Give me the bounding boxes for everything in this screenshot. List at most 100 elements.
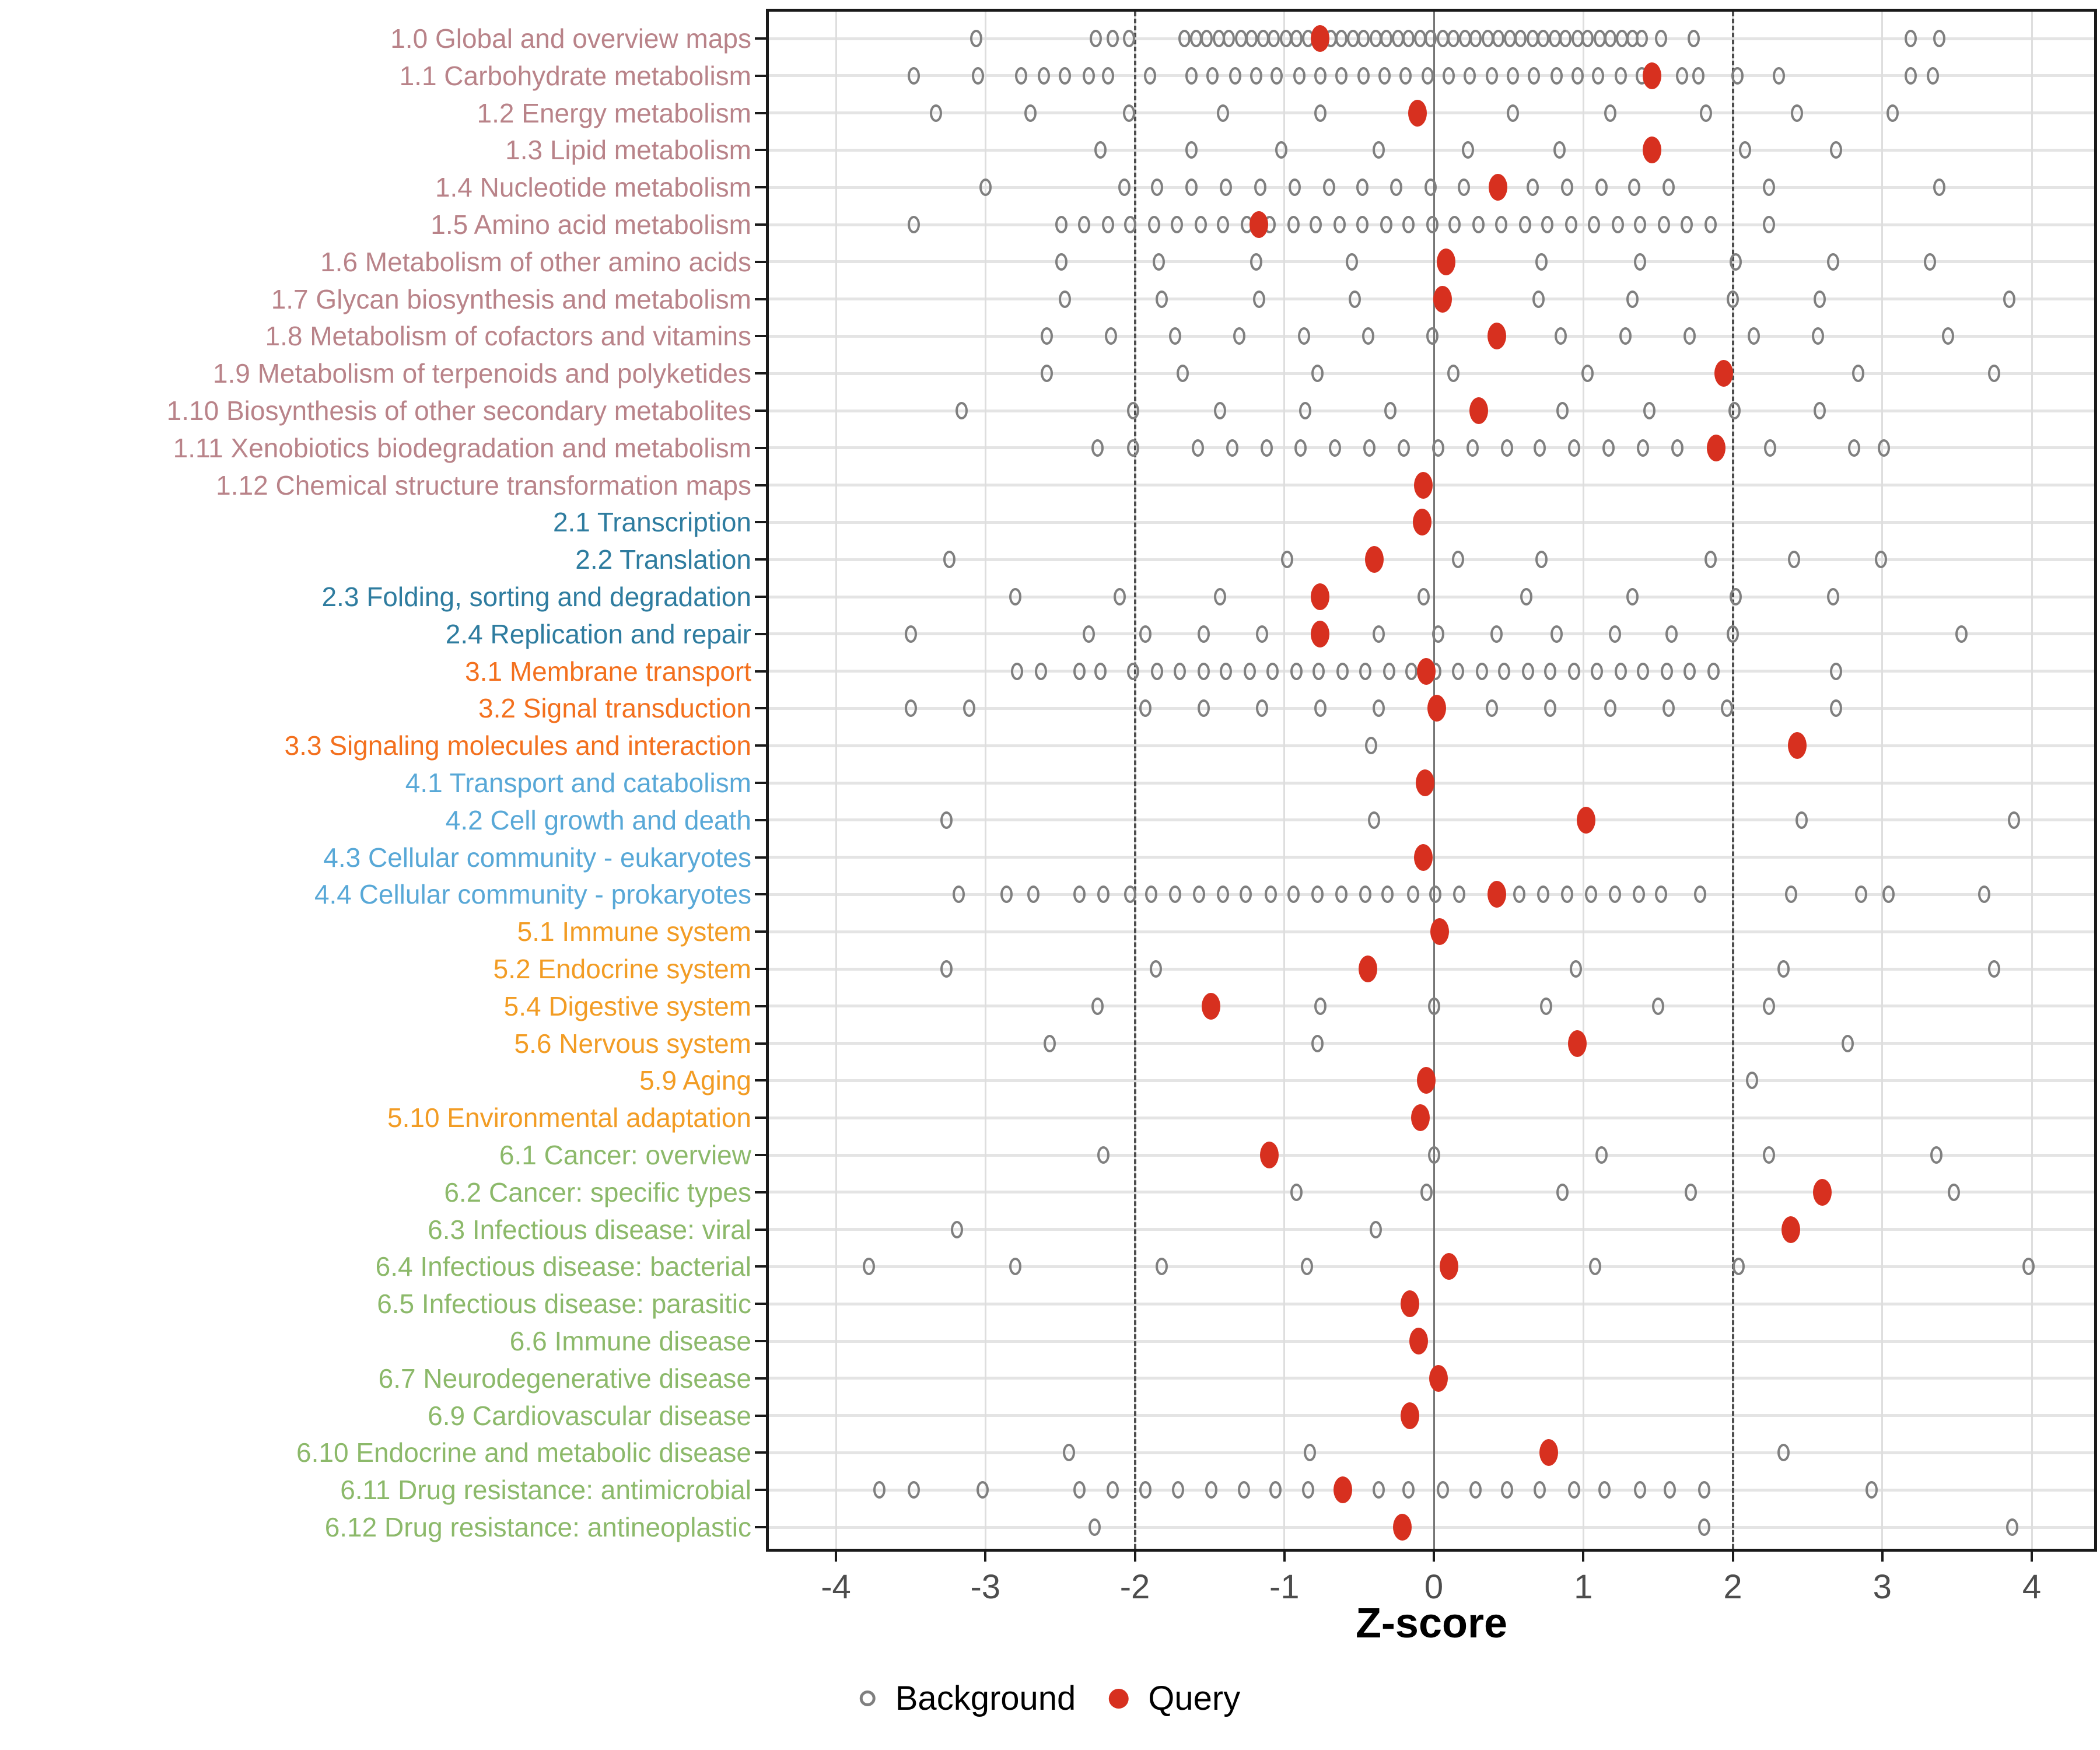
background-point	[1118, 178, 1131, 197]
y-axis-tick	[755, 856, 768, 859]
legend: Background Query	[859, 1679, 1240, 1718]
query-legend-marker-icon	[1108, 1688, 1129, 1709]
y-axis-tick	[755, 558, 768, 561]
background-point	[873, 1481, 886, 1499]
background-point	[1172, 1481, 1185, 1499]
background-point	[1139, 699, 1152, 718]
category-label: 3.1 Membrane transport	[465, 656, 751, 687]
category-label: 1.5 Amino acid metabolism	[430, 209, 751, 240]
background-point	[1266, 662, 1279, 680]
background-point	[1698, 1518, 1711, 1536]
background-point	[1501, 1481, 1514, 1499]
y-axis-tick	[755, 149, 768, 152]
background-point	[1553, 141, 1566, 159]
background-point	[1730, 253, 1742, 271]
background-point	[1514, 30, 1527, 47]
background-point	[1156, 290, 1168, 308]
background-point	[1429, 886, 1442, 904]
background-point	[1427, 997, 1440, 1015]
dashed-reference-line	[1731, 12, 1734, 1549]
background-point	[1406, 886, 1419, 904]
background-point	[1255, 625, 1268, 643]
category-label: 1.6 Metabolism of other amino acids	[320, 246, 751, 277]
background-point	[1185, 178, 1198, 197]
background-point	[1671, 439, 1684, 457]
background-point	[1643, 402, 1656, 419]
background-point	[1143, 66, 1156, 85]
y-axis-tick	[755, 186, 768, 189]
background-point	[1507, 66, 1520, 85]
query-point	[1410, 1104, 1430, 1132]
x-tick-label: 2	[1723, 1568, 1742, 1606]
background-point	[1073, 662, 1086, 680]
background-point	[951, 1220, 964, 1238]
background-point	[1568, 662, 1581, 680]
category-label: 1.8 Metabolism of cofactors and vitamins	[265, 321, 751, 352]
background-point	[1378, 66, 1391, 85]
y-axis-tick	[755, 298, 768, 300]
background-point	[1254, 178, 1267, 197]
background-point	[1536, 886, 1549, 904]
background-point	[1082, 625, 1095, 643]
background-point	[1122, 104, 1135, 122]
y-axis-tick	[755, 1377, 768, 1380]
background-point	[1685, 1183, 1698, 1201]
query-point	[1707, 434, 1726, 461]
background-point	[1226, 439, 1238, 457]
background-point	[1829, 662, 1842, 680]
background-point	[1335, 886, 1348, 904]
category-label: 2.3 Folding, sorting and degradation	[321, 582, 751, 612]
category-label: 4.2 Cell growth and death	[445, 804, 751, 835]
background-point	[1436, 1481, 1449, 1499]
background-point	[1010, 662, 1023, 680]
query-point	[1393, 1514, 1412, 1541]
horizontal-gridline	[769, 148, 2094, 152]
background-point	[1145, 886, 1158, 904]
background-point	[1595, 1146, 1608, 1164]
category-label: 1.4 Nucleotide metabolism	[435, 172, 751, 203]
x-axis-tick	[2031, 1549, 2033, 1562]
category-label: 1.0 Global and overview maps	[390, 23, 751, 54]
y-axis-tick	[755, 930, 768, 933]
background-point	[1795, 811, 1808, 829]
category-label: 6.5 Infectious disease: parasitic	[377, 1289, 751, 1320]
background-point	[1619, 327, 1632, 345]
x-tick-label: 0	[1424, 1568, 1444, 1606]
background-point	[1813, 290, 1826, 308]
background-point	[1544, 699, 1557, 718]
background-point	[1101, 216, 1114, 233]
background-point	[1443, 66, 1455, 85]
background-point	[1402, 216, 1415, 233]
background-point	[1106, 1481, 1119, 1499]
background-point	[1156, 1258, 1168, 1276]
horizontal-gridline	[769, 558, 2094, 561]
background-point	[1063, 1444, 1076, 1462]
background-point	[963, 699, 975, 718]
query-point	[1433, 285, 1452, 313]
background-point	[1127, 402, 1140, 419]
background-point	[1565, 216, 1578, 233]
x-axis-title: Z-score	[1355, 1600, 1508, 1647]
background-point	[1369, 1220, 1382, 1238]
background-point	[1302, 1481, 1315, 1499]
background-point	[1704, 216, 1717, 233]
background-point	[1727, 625, 1739, 643]
background-point	[1372, 699, 1385, 718]
background-point	[1335, 30, 1348, 47]
background-point	[1507, 104, 1520, 122]
background-point	[1148, 216, 1161, 233]
background-point	[1345, 253, 1358, 271]
background-point	[976, 1481, 989, 1499]
query-point	[1401, 1402, 1419, 1429]
y-axis-tick	[755, 74, 768, 77]
background-point	[1764, 439, 1777, 457]
background-point	[1297, 327, 1310, 345]
y-axis-tick	[755, 1191, 768, 1194]
background-point	[1311, 886, 1324, 904]
query-point	[1436, 248, 1455, 275]
background-point	[1427, 1146, 1440, 1164]
background-point	[1762, 178, 1775, 197]
vertical-gridline	[1881, 12, 1884, 1549]
background-point	[1055, 253, 1068, 271]
background-point	[1730, 588, 1742, 606]
